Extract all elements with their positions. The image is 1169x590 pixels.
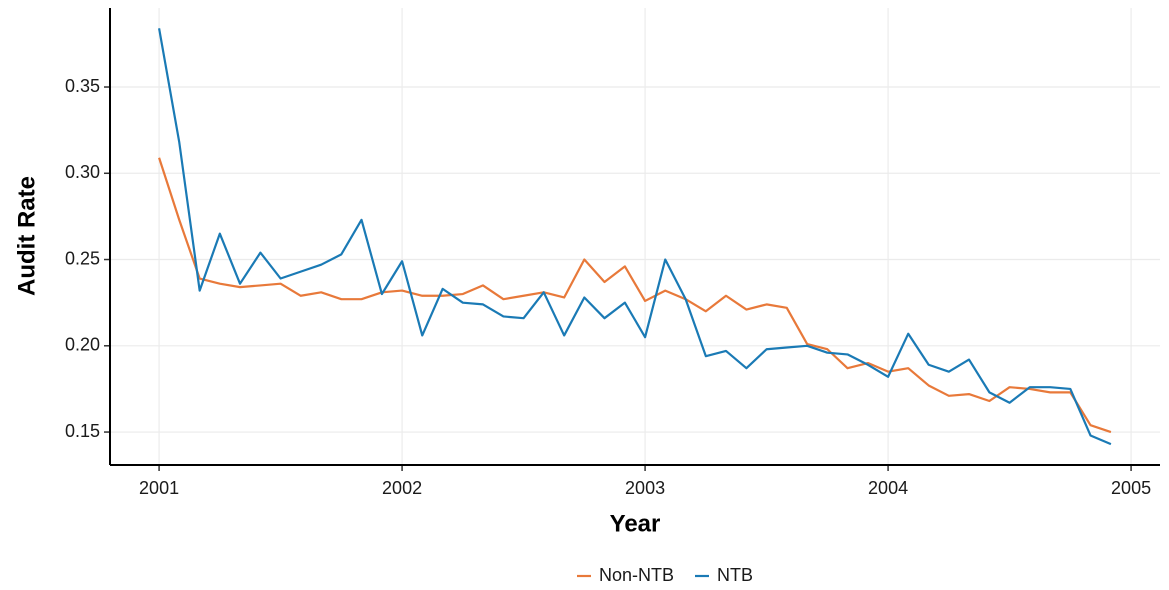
legend-label: NTB [717,565,753,585]
x-tick-label: 2003 [625,478,665,498]
y-tick-label: 0.30 [65,162,100,182]
series-line [158,28,1112,446]
x-tick-label: 2002 [382,478,422,498]
x-axis-title: Year [610,510,661,537]
y-tick-label: 0.20 [65,335,100,355]
x-tick-label: 2001 [139,478,179,498]
y-axis-title: Audit Rate [13,176,40,296]
y-tick-label: 0.25 [65,248,100,268]
series-line [158,157,1112,434]
y-tick-label: 0.15 [65,421,100,441]
legend-label: Non-NTB [599,565,674,585]
x-tick-label: 2005 [1111,478,1151,498]
y-tick-label: 0.35 [65,76,100,96]
x-tick-label: 2004 [868,478,908,498]
